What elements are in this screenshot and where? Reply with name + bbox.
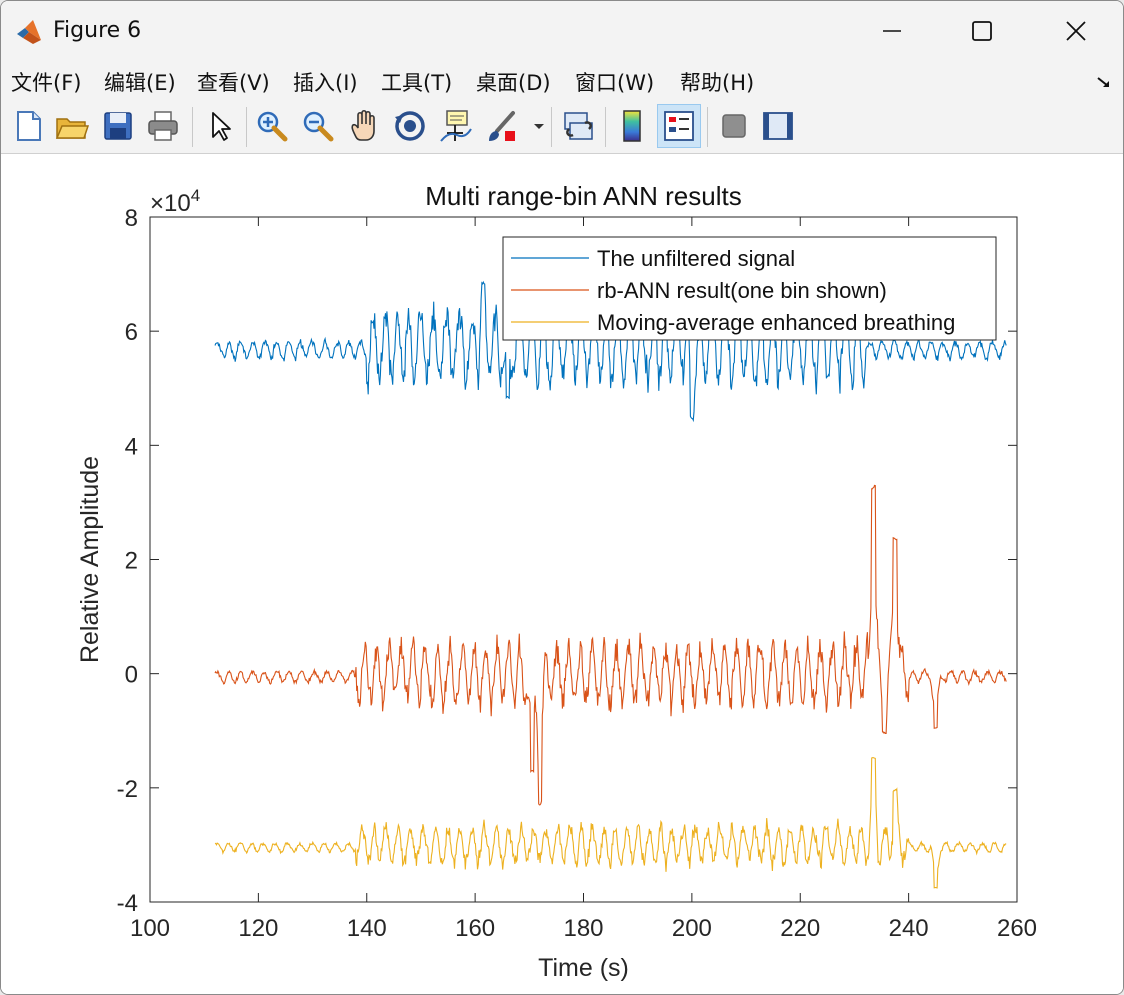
y-exponent-power: 4 <box>191 186 200 205</box>
series-line-1[interactable] <box>214 280 1007 423</box>
zoom-out-button[interactable] <box>299 107 337 145</box>
x-tick-label: 220 <box>780 915 820 942</box>
brush-icon <box>489 111 515 141</box>
minimize-button[interactable] <box>869 11 915 51</box>
x-tick-label: 140 <box>347 915 387 942</box>
series-line-3[interactable] <box>214 757 1007 889</box>
x-tick-label: 200 <box>672 915 712 942</box>
figure-canvas: 100 120 140 160 180 200 220 240 260 -4 -2 0 2 4 6 8 Mul… <box>1 154 1123 994</box>
chevron-down-icon <box>534 124 544 129</box>
open-file-button[interactable] <box>53 107 91 145</box>
legend-button[interactable] <box>657 104 701 148</box>
legend-entry-label: rb-ANN result(one bin shown) <box>597 278 887 303</box>
toolbar-separator <box>707 107 708 147</box>
zoom-in-icon <box>257 111 288 142</box>
y-tick-label: -4 <box>117 890 138 917</box>
y-tick-label: 6 <box>125 319 138 346</box>
menu-help[interactable]: 帮助(H) <box>680 71 755 95</box>
x-tick-label: 260 <box>997 915 1037 942</box>
legend-entry-label: Moving-average enhanced breathing <box>597 310 955 335</box>
pan-button[interactable] <box>345 107 383 145</box>
menu-insert[interactable]: 插入(I) <box>293 71 358 95</box>
new-figure-button[interactable] <box>9 107 47 145</box>
brush-button[interactable] <box>483 107 521 145</box>
hide-plot-tools-icon <box>722 114 746 138</box>
link-plot-icon <box>564 112 593 140</box>
pointer-icon <box>212 112 231 141</box>
y-tick-label: 4 <box>125 433 138 460</box>
data-tips-icon <box>440 110 472 142</box>
pointer-button[interactable] <box>201 107 239 145</box>
chart-title: Multi range-bin ANN results <box>425 181 741 211</box>
maximize-button[interactable] <box>959 11 1005 51</box>
save-icon <box>104 112 132 140</box>
toolbar-separator <box>605 107 606 147</box>
minimize-icon <box>883 30 901 32</box>
save-button[interactable] <box>99 107 137 145</box>
y-exponent-label: ×104 <box>150 186 200 217</box>
open-file-icon <box>55 118 90 139</box>
menu-file[interactable]: 文件(F) <box>11 71 82 95</box>
y-axis-label: Relative Amplitude <box>76 456 104 663</box>
rotate-3d-button[interactable] <box>391 107 429 145</box>
show-plot-tools-icon <box>763 112 793 140</box>
close-icon <box>1066 21 1086 41</box>
colorbar-icon <box>623 110 641 142</box>
menu-window[interactable]: 窗口(W) <box>575 71 655 95</box>
menu-tools[interactable]: 工具(T) <box>381 71 453 95</box>
y-exponent-base: ×10 <box>150 190 191 217</box>
legend-icon <box>664 111 694 141</box>
colorbar-button[interactable] <box>613 107 651 145</box>
rotate-3d-icon <box>395 111 425 141</box>
y-tick-label: -2 <box>117 776 138 803</box>
window-title: Figure 6 <box>53 18 142 43</box>
close-button[interactable] <box>1053 11 1099 51</box>
menu-desktop[interactable]: 桌面(D) <box>476 71 551 95</box>
toolbar-separator <box>551 107 552 147</box>
title-bar[interactable]: Figure 6 <box>1 1 1123 61</box>
dock-arrow-icon[interactable] <box>1095 73 1113 91</box>
menu-bar: 文件(F) 编辑(E) 查看(V) 插入(I) 工具(T) 桌面(D) 窗口(W… <box>1 61 1123 99</box>
link-plot-button[interactable] <box>559 107 597 145</box>
x-tick-label: 100 <box>130 915 170 942</box>
legend-box <box>502 236 997 341</box>
print-button[interactable] <box>144 107 182 145</box>
legend[interactable]: The unfiltered signal rb-ANN result(one b… <box>502 236 997 341</box>
new-figure-icon <box>17 111 41 141</box>
zoom-in-button[interactable] <box>253 107 291 145</box>
y-tick-label: 0 <box>125 662 138 689</box>
x-tick-label: 180 <box>563 915 603 942</box>
show-plot-tools-button[interactable] <box>759 107 797 145</box>
toolbar-separator <box>246 107 247 147</box>
print-icon <box>148 111 178 141</box>
x-tick-label: 120 <box>238 915 278 942</box>
legend-entry-label: The unfiltered signal <box>597 246 795 271</box>
menu-view[interactable]: 查看(V) <box>197 71 270 95</box>
maximize-icon <box>972 21 992 41</box>
x-tick-label: 160 <box>455 915 495 942</box>
y-tick-label: 2 <box>125 548 138 575</box>
menu-edit[interactable]: 编辑(E) <box>104 71 176 95</box>
hide-plot-tools-button[interactable] <box>715 107 753 145</box>
x-axis-label: Time (s) <box>538 954 629 982</box>
toolbar <box>1 99 1123 154</box>
x-tick-label: 240 <box>889 915 929 942</box>
line-chart: 100 120 140 160 180 200 220 240 260 -4 -2 0 2 4 6 8 Mul… <box>76 181 1037 982</box>
data-tips-button[interactable] <box>437 107 475 145</box>
series-line-2[interactable] <box>214 484 1007 806</box>
toolbar-separator <box>192 107 193 147</box>
zoom-out-icon <box>303 111 334 142</box>
pan-icon <box>351 109 375 141</box>
matlab-logo-icon <box>17 20 41 44</box>
y-tick-label: 8 <box>125 205 138 232</box>
brush-dropdown-button[interactable] <box>529 107 549 145</box>
